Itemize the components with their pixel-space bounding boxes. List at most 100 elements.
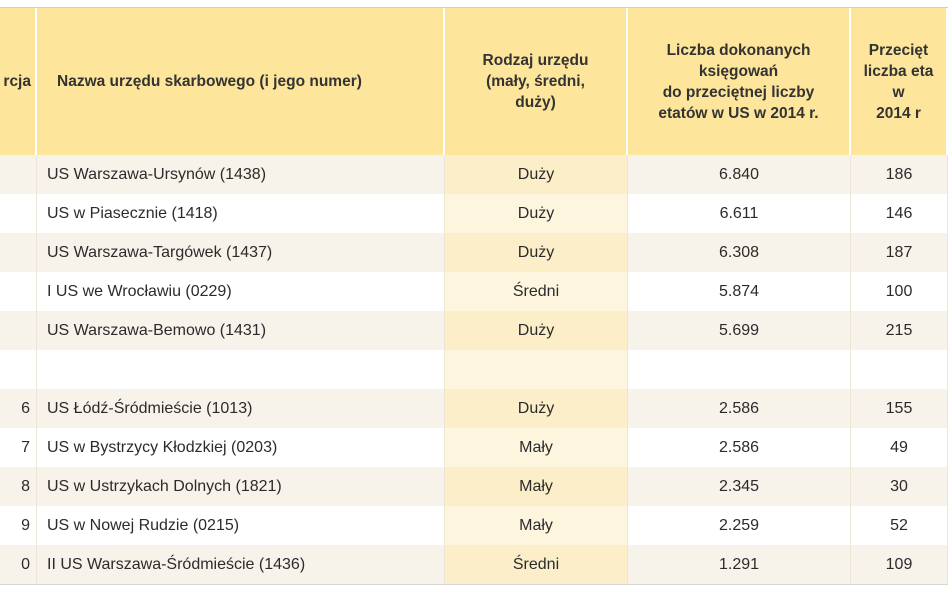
- header-line: rcja: [3, 73, 31, 90]
- table-cell: Mały: [445, 506, 628, 545]
- bottom-rule: [0, 584, 948, 585]
- cell-text: US w Nowej Rudzie (0215): [47, 516, 240, 534]
- header-line: do przeciętnej liczby: [662, 83, 815, 101]
- cell-text: US w Piasecznie (1418): [47, 204, 218, 222]
- header-cell: Rodzaj urzędu (mały, średni, duży): [445, 8, 628, 155]
- header-line: (mały, średni,: [486, 73, 585, 90]
- table-cell: US w Nowej Rudzie (0215): [37, 506, 445, 545]
- table-cell: 187: [851, 233, 948, 272]
- table-cell: [851, 350, 948, 389]
- table-cell: US Łódź-Śródmieście (1013): [37, 389, 445, 428]
- cell-text: 2.586: [718, 399, 760, 417]
- cell-text: US w Ustrzykach Dolnych (1821): [47, 477, 282, 495]
- table-cell: US w Bystrzycy Kłodzkiej (0203): [37, 428, 445, 467]
- header-line: Liczba dokonanych: [666, 41, 811, 59]
- cell-text: 52: [890, 516, 908, 534]
- cell-text: 187: [885, 243, 913, 261]
- cell-text: Duży: [517, 204, 555, 222]
- table-cell: 215: [851, 311, 948, 350]
- cell-text: 2.345: [718, 477, 760, 495]
- table-cell: 0: [0, 545, 37, 584]
- cell-text: Duży: [517, 165, 555, 183]
- top-rule: [0, 7, 948, 8]
- cell-text: 5.699: [718, 321, 760, 339]
- table-cell: 2.586: [628, 428, 851, 467]
- header-cell: rcja: [0, 8, 37, 155]
- cell-text: Duży: [517, 399, 555, 417]
- cell-text: I US we Wrocławiu (0229): [47, 282, 232, 300]
- cell-text: 2.259: [718, 516, 760, 534]
- cell-text: Mały: [519, 477, 553, 495]
- cell-text: 1.291: [718, 555, 760, 573]
- header-line: w: [892, 83, 905, 101]
- cell-text: 6.611: [719, 204, 759, 222]
- table-cell: 6.611: [628, 194, 851, 233]
- table-cell: [628, 350, 851, 389]
- table-cell: US w Piasecznie (1418): [37, 194, 445, 233]
- cell-text: 49: [890, 438, 908, 456]
- table-cell: 49: [851, 428, 948, 467]
- table-cell: [0, 233, 37, 272]
- table-cell: 6.840: [628, 155, 851, 194]
- table-cell: 52: [851, 506, 948, 545]
- table-cell: 146: [851, 194, 948, 233]
- table-cell: 8: [0, 467, 37, 506]
- cell-text: Duży: [517, 243, 555, 261]
- table-cell: US w Ustrzykach Dolnych (1821): [37, 467, 445, 506]
- table-cell: 5.874: [628, 272, 851, 311]
- header-line: 2014 r: [876, 104, 921, 122]
- cell-text: 155: [885, 399, 913, 417]
- cell-text: 7: [21, 438, 30, 456]
- cell-text: II US Warszawa-Śródmieście (1436): [47, 555, 306, 573]
- table-cell: 2.345: [628, 467, 851, 506]
- table-cell: [0, 350, 37, 389]
- table-cell: 5.699: [628, 311, 851, 350]
- header-line: duży): [515, 94, 556, 111]
- table-cell: Średni: [445, 272, 628, 311]
- cell-text: Mały: [519, 438, 553, 456]
- cell-text: 146: [885, 204, 913, 222]
- table-cell: [445, 350, 628, 389]
- table-cell: Duży: [445, 389, 628, 428]
- table-cell: 1.291: [628, 545, 851, 584]
- cell-text: US Warszawa-Ursynów (1438): [47, 165, 267, 183]
- cell-text: 2.586: [718, 438, 760, 456]
- cell-text: US w Bystrzycy Kłodzkiej (0203): [47, 438, 278, 456]
- cell-text: 100: [885, 282, 913, 300]
- cell-text: 0: [21, 555, 30, 573]
- table-cell: US Warszawa-Targówek (1437): [37, 233, 445, 272]
- table-cell: Mały: [445, 467, 628, 506]
- table-cell: [0, 194, 37, 233]
- table-cell: US Warszawa-Ursynów (1438): [37, 155, 445, 194]
- cell-text: 6: [21, 399, 30, 417]
- table-cell: [37, 350, 445, 389]
- table-cell: 100: [851, 272, 948, 311]
- table-cell: Duży: [445, 311, 628, 350]
- cell-text: 30: [890, 477, 908, 495]
- cell-text: US Łódź-Śródmieście (1013): [47, 399, 253, 417]
- table-cell: I US we Wrocławiu (0229): [37, 272, 445, 311]
- table-cell: 186: [851, 155, 948, 194]
- header-line: etatów w US w 2014 r.: [658, 104, 819, 122]
- table-cell: Duży: [445, 233, 628, 272]
- header-line: Przecięt: [868, 41, 929, 59]
- cell-text: Mały: [519, 516, 553, 534]
- cell-text: 5.874: [718, 282, 760, 300]
- table-cell: 6: [0, 389, 37, 428]
- header-cell: Nazwa urzędu skarbowego (i jego numer): [37, 8, 445, 155]
- table-cell: 109: [851, 545, 948, 584]
- table-cell: US Warszawa-Bemowo (1431): [37, 311, 445, 350]
- cell-text: US Warszawa-Bemowo (1431): [47, 321, 267, 339]
- header-line: Rodzaj urzędu: [482, 52, 589, 69]
- cell-text: 109: [885, 555, 913, 573]
- table-cell: Duży: [445, 194, 628, 233]
- table-cell: Średni: [445, 545, 628, 584]
- cell-text: 215: [885, 321, 913, 339]
- table-cell: Mały: [445, 428, 628, 467]
- header-line: księgowań: [698, 62, 779, 80]
- table-cell: 6.308: [628, 233, 851, 272]
- header-cell: Przecięt liczba eta w 2014 r: [851, 8, 948, 155]
- cell-text: 8: [21, 477, 30, 495]
- table-cell: 2.259: [628, 506, 851, 545]
